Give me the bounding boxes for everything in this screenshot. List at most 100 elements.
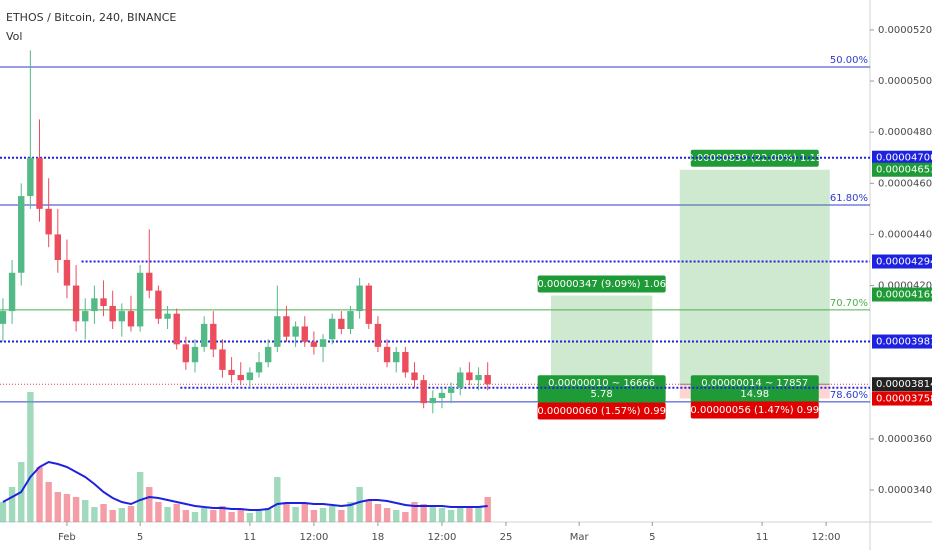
volume-bar — [466, 508, 473, 522]
candle-body — [18, 196, 25, 273]
level-tag: 0.00003981 — [876, 337, 932, 348]
candle-body — [356, 285, 363, 312]
candle-body — [383, 346, 391, 363]
level-tag-bg — [872, 334, 932, 349]
price-tag-bg — [872, 377, 932, 392]
candle-body — [228, 369, 235, 376]
candle-body — [402, 352, 409, 373]
candle-body — [438, 392, 446, 399]
candle-body — [164, 313, 171, 319]
x-tick-label: 5 — [137, 532, 143, 543]
candle-body — [365, 285, 372, 324]
volume-bar — [319, 508, 327, 522]
target-label: 0.00000839 (22.00%) 1.15 — [687, 153, 822, 164]
chart-title: ETHOS / Bitcoin, 240, BINANCE — [6, 11, 176, 24]
candle-body — [118, 311, 126, 322]
candle-body — [237, 375, 244, 381]
candle-body — [173, 313, 180, 345]
candle-body — [319, 339, 327, 347]
candle-body — [429, 398, 437, 404]
candle-body — [328, 318, 336, 340]
level-tag: 0.00004700 — [876, 153, 932, 164]
axis-tag-bg — [872, 287, 932, 302]
volume-ma — [2, 460, 488, 511]
volume-bar — [182, 510, 190, 522]
candle-body — [447, 387, 455, 393]
candle-body — [100, 298, 107, 306]
candle-body — [91, 298, 98, 312]
candle-body — [374, 323, 382, 347]
volume-bar — [402, 512, 409, 522]
volume-bar — [200, 508, 208, 522]
candle-body — [292, 326, 299, 337]
candle-body — [45, 208, 52, 235]
x-tick-label: 25 — [500, 532, 513, 543]
candle-body — [127, 311, 135, 327]
volume-bar — [438, 508, 446, 522]
axis-tag: 0.00004165 — [876, 289, 932, 300]
volume-bar — [0, 502, 7, 522]
axis-tag: 0.00004653 — [876, 165, 932, 176]
volume-bar — [45, 482, 52, 522]
volume-bar — [237, 510, 244, 522]
candle-body — [109, 305, 116, 322]
candle-body — [457, 372, 464, 388]
y-tick-label: 0.00003400 — [878, 485, 932, 496]
candle-body — [347, 311, 354, 329]
target-label: 0.00000347 (9.09%) 1.06 — [537, 279, 666, 290]
volume-bar — [118, 508, 126, 522]
candle-body — [246, 372, 254, 381]
volume-bar — [36, 467, 43, 522]
volume-bar — [228, 512, 235, 522]
fib-label: 70.70% — [830, 298, 868, 309]
x-tick-label: 5 — [649, 532, 655, 543]
x-tick-label: 12:00 — [428, 532, 457, 543]
volume-bar — [27, 392, 34, 522]
volume-bar — [155, 502, 162, 522]
volume-bar — [328, 506, 336, 522]
volume-bar — [219, 506, 226, 522]
target-label-bg — [537, 275, 666, 293]
candle-body — [8, 272, 16, 312]
candle-body — [36, 157, 43, 209]
candle-body — [274, 316, 281, 347]
volume-bar — [164, 507, 171, 522]
x-tick-label: 11 — [244, 532, 257, 543]
volume-bar — [82, 500, 89, 522]
candle-body — [475, 375, 482, 381]
price-tag: 0.00003814 — [876, 379, 932, 390]
volume-bar — [457, 506, 464, 522]
stop-label-bg — [690, 401, 819, 419]
x-tick-label: 18 — [372, 532, 385, 543]
x-tick-label: Mar — [570, 532, 590, 543]
volume-bar — [54, 492, 62, 522]
ratio-label: 5.78 — [591, 389, 613, 400]
volume-bar — [146, 487, 153, 522]
candle-body — [283, 316, 290, 337]
volume-bar — [136, 472, 144, 522]
candle-body — [0, 311, 7, 324]
candle-body — [146, 272, 153, 291]
volume-bar — [100, 504, 107, 522]
stop-label: 0.00000060 (1.57%) 0.99 — [537, 406, 666, 417]
x-tick-label: Feb — [58, 532, 76, 543]
volume-bar — [484, 497, 491, 522]
volume-bar — [173, 504, 180, 522]
fib-label: 78.60% — [830, 390, 868, 401]
candle-body — [82, 311, 89, 322]
candle-body — [136, 272, 144, 327]
qty-label: 0.00000010 ~ 16666 — [548, 378, 655, 389]
volume-bar — [383, 508, 391, 522]
candle-body — [310, 341, 318, 347]
volume-bar — [63, 494, 71, 522]
volume-label: Vol — [6, 30, 22, 43]
axis-tag-bg — [872, 391, 932, 406]
volume-bar — [109, 510, 116, 522]
